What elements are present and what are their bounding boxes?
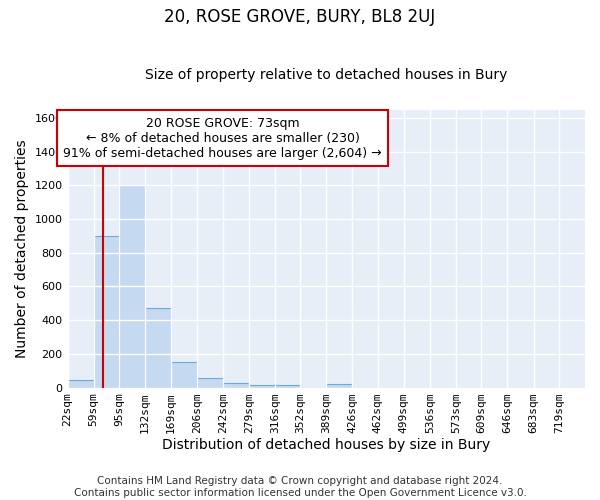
Bar [326, 384, 352, 388]
Text: Contains HM Land Registry data © Crown copyright and database right 2024.
Contai: Contains HM Land Registry data © Crown c… [74, 476, 526, 498]
Bar [223, 382, 249, 388]
Bar [68, 380, 94, 388]
Title: Size of property relative to detached houses in Bury: Size of property relative to detached ho… [145, 68, 508, 82]
Bar [275, 384, 300, 388]
Bar [145, 308, 171, 388]
Bar [197, 378, 223, 388]
Y-axis label: Number of detached properties: Number of detached properties [15, 140, 29, 358]
Bar [94, 236, 119, 388]
Bar [119, 186, 145, 388]
X-axis label: Distribution of detached houses by size in Bury: Distribution of detached houses by size … [162, 438, 490, 452]
Bar [171, 362, 197, 388]
Text: 20, ROSE GROVE, BURY, BL8 2UJ: 20, ROSE GROVE, BURY, BL8 2UJ [164, 8, 436, 26]
Bar [249, 385, 275, 388]
Text: 20 ROSE GROVE: 73sqm
← 8% of detached houses are smaller (230)
91% of semi-detac: 20 ROSE GROVE: 73sqm ← 8% of detached ho… [64, 116, 382, 160]
